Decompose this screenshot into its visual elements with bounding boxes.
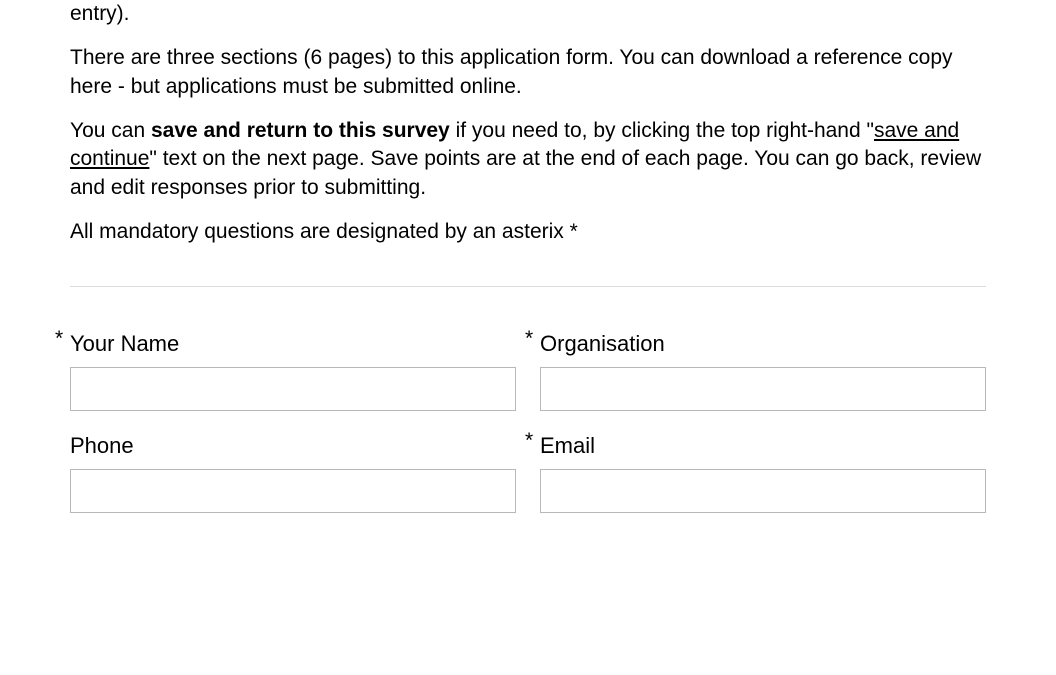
section-divider	[70, 286, 986, 287]
intro-paragraph-1: entry).	[70, 0, 986, 28]
intro-p3-bold: save and return to this survey	[151, 119, 450, 142]
phone-label: Phone	[70, 433, 516, 459]
field-phone: Phone	[70, 433, 516, 513]
phone-input[interactable]	[70, 469, 516, 513]
field-your-name: * Your Name	[70, 331, 516, 411]
required-asterisk-icon: *	[55, 327, 63, 351]
intro-p3-post: " text on the next page. Save points are…	[70, 147, 981, 198]
form-grid: * Your Name * Organisation Phone * Email	[70, 331, 986, 513]
field-email: * Email	[540, 433, 986, 513]
required-asterisk-icon: *	[525, 429, 533, 453]
email-label: Email	[540, 433, 986, 459]
intro-paragraph-2: There are three sections (6 pages) to th…	[70, 44, 986, 101]
your-name-label: Your Name	[70, 331, 516, 357]
email-input[interactable]	[540, 469, 986, 513]
intro-paragraph-3: You can save and return to this survey i…	[70, 117, 986, 202]
intro-p3-pre: You can	[70, 119, 151, 142]
field-organisation: * Organisation	[540, 331, 986, 411]
intro-p3-mid: if you need to, by clicking the top righ…	[450, 119, 874, 142]
required-asterisk-icon: *	[525, 327, 533, 351]
your-name-input[interactable]	[70, 367, 516, 411]
organisation-label: Organisation	[540, 331, 986, 357]
organisation-input[interactable]	[540, 367, 986, 411]
intro-paragraph-4: All mandatory questions are designated b…	[70, 218, 986, 246]
